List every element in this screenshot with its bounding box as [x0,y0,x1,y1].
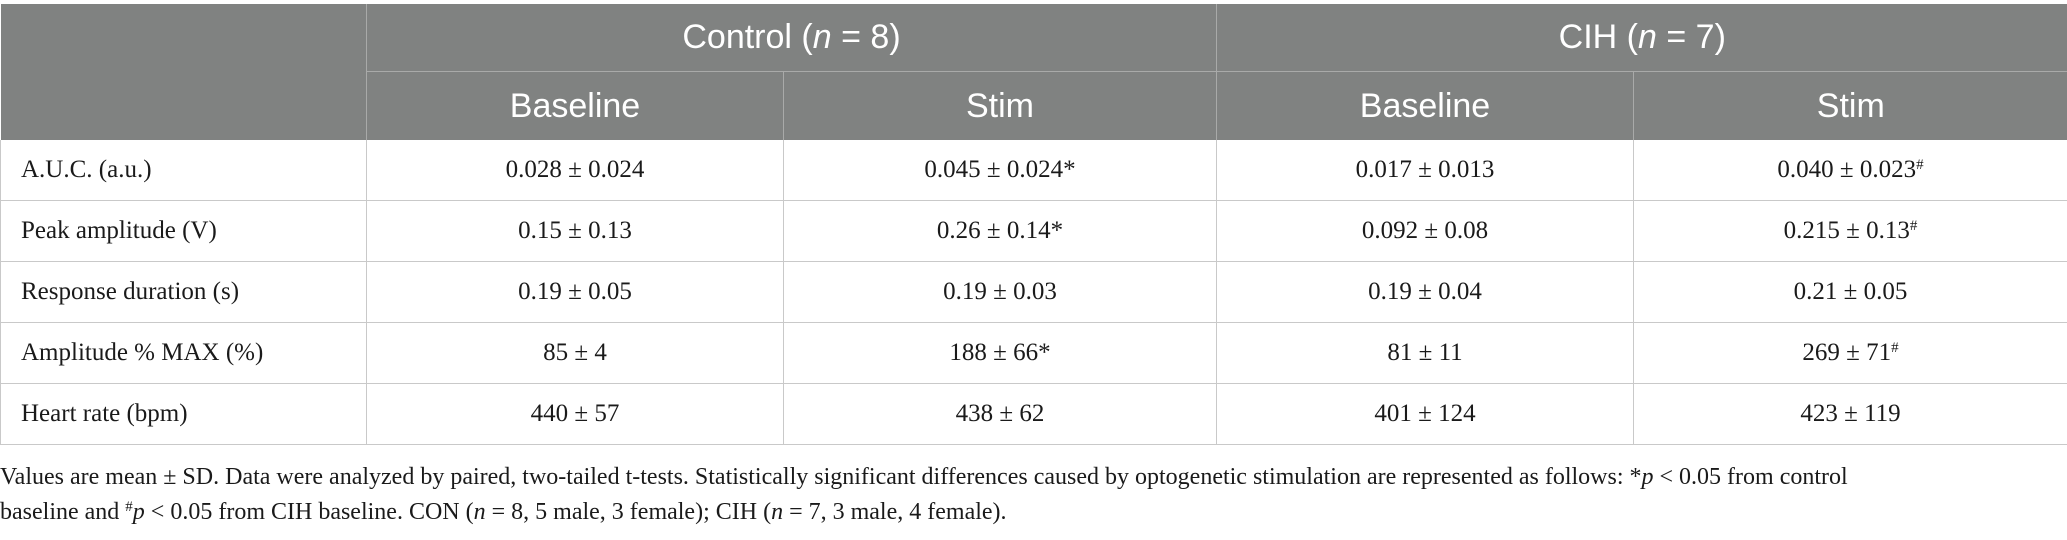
table-body: A.U.C. (a.u.) 0.028 ± 0.024 0.045 ± 0.02… [0,140,2067,445]
table-row: A.U.C. (a.u.) 0.028 ± 0.024 0.045 ± 0.02… [0,140,2067,201]
subheader-control-stim: Stim [782,71,1217,140]
subheader-control-baseline: Baseline [366,71,784,140]
table-cell: 81 ± 11 [1216,322,1634,384]
results-table: Control (n = 8) CIH (n = 7) Baseline Sti… [0,4,2067,445]
results-table-container: Control (n = 8) CIH (n = 7) Baseline Sti… [0,4,2067,445]
table-cell: 0.15 ± 0.13 [366,200,784,262]
table-cell: 0.215 ± 0.13# [1633,200,2067,262]
table-cell: 423 ± 119 [1633,383,2067,445]
group-header-control: Control (n = 8) [366,4,1217,72]
significance-mark: # [1909,218,1918,234]
table-cell: 440 ± 57 [366,383,784,445]
table-row: Response duration (s) 0.19 ± 0.05 0.19 ±… [0,261,2067,323]
group-header-row: Control (n = 8) CIH (n = 7) [0,4,2067,140]
table-cell: 0.19 ± 0.04 [1216,261,1634,323]
table-footnote: Values are mean ± SD. Data were analyzed… [0,464,1848,525]
table-cell: 0.26 ± 0.14* [782,200,1217,262]
table-row: Heart rate (bpm) 440 ± 57 438 ± 62 401 ±… [0,383,2067,445]
sub-header-row: Baseline Stim Baseline Stim [1,71,2067,140]
header-corner-cell [0,4,367,140]
table-cell: 401 ± 124 [1216,383,1634,445]
table-cell: 188 ± 66* [782,322,1217,384]
table-cell: 0.028 ± 0.024 [366,140,784,201]
table-cell: 0.19 ± 0.03 [782,261,1217,323]
significance-mark: # [1891,340,1899,356]
table-cell: 0.21 ± 0.05 [1633,261,2067,323]
table-cell: 0.19 ± 0.05 [366,261,784,323]
significance-mark: # [1916,157,1924,173]
table-cell: 0.017 ± 0.013 [1216,140,1634,201]
table-row: Peak amplitude (V) 0.15 ± 0.13 0.26 ± 0.… [0,200,2067,262]
subheader-cih-baseline: Baseline [1216,71,1634,140]
table-cell: 85 ± 4 [366,322,784,384]
hash-mark: # [125,499,133,515]
row-label: Amplitude % MAX (%) [0,322,367,384]
subheader-cih-stim: Stim [1633,71,2067,140]
table-cell: 0.040 ± 0.023# [1633,140,2067,201]
table-cell: 0.092 ± 0.08 [1216,200,1634,262]
table-cell: 0.045 ± 0.024* [782,140,1217,201]
row-label: A.U.C. (a.u.) [0,140,367,201]
table-cell: 438 ± 62 [782,383,1217,445]
group-header-cih: CIH (n = 7) [1216,4,2067,72]
row-label: Peak amplitude (V) [0,200,367,262]
table-row: Amplitude % MAX (%) 85 ± 4 188 ± 66* 81 … [0,322,2067,384]
table-header: Control (n = 8) CIH (n = 7) Baseline Sti… [0,4,2067,140]
table-cell: 269 ± 71# [1633,322,2067,384]
row-label: Heart rate (bpm) [0,383,367,445]
row-label: Response duration (s) [0,261,367,323]
